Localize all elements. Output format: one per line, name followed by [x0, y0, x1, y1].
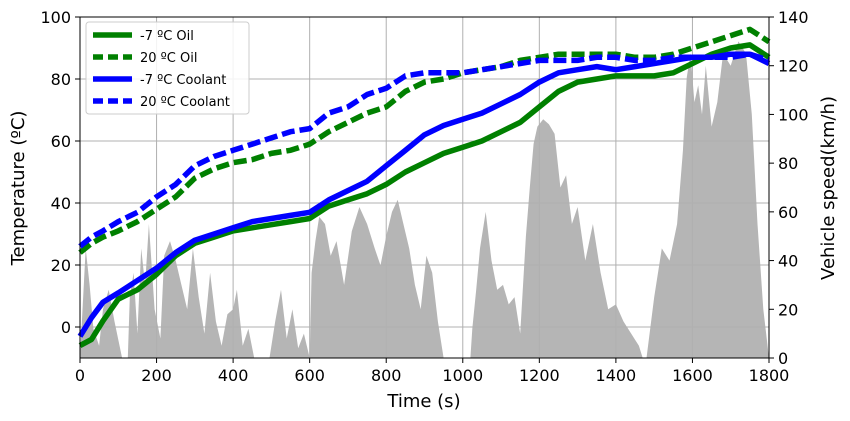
y2-axis-ticks: 0 20 40 60 80 100 120 140 — [769, 8, 809, 368]
x-axis-title: Time (s) — [386, 391, 460, 412]
series-line-3 — [78, 51, 770, 249]
y2-tick-label: 140 — [778, 8, 809, 27]
y-tick-label: 40 — [51, 194, 71, 213]
x-tick-label: 1400 — [596, 366, 637, 385]
y-tick-label: 0 — [61, 318, 71, 337]
y2-tick-label: 100 — [778, 105, 809, 124]
legend-label-1: 20 ºC Oil — [140, 51, 197, 66]
y2-tick-label: 60 — [778, 203, 798, 222]
legend-label-0: -7 ºC Oil — [140, 29, 194, 44]
legend-label-3: 20 ºC Coolant — [140, 95, 230, 110]
x-tick-label: 800 — [371, 366, 402, 385]
vehicle-speed-fill — [80, 41, 769, 359]
y2-tick-label: 80 — [778, 154, 798, 173]
legend-box — [85, 21, 250, 115]
y-tick-label: 100 — [40, 8, 71, 27]
y-axis-ticks: 0 20 40 60 80 100 — [40, 8, 80, 337]
y-tick-label: 20 — [51, 256, 71, 275]
x-tick-label: 400 — [218, 366, 249, 385]
x-tick-label: 1600 — [672, 366, 713, 385]
x-tick-label: 1000 — [442, 366, 483, 385]
y-tick-label: 80 — [51, 70, 71, 89]
series-line-2 — [77, 51, 771, 338]
x-tick-label: 600 — [294, 366, 325, 385]
x-tick-label: 1200 — [519, 366, 560, 385]
y2-tick-label: 40 — [778, 252, 798, 271]
y2-tick-label: 20 — [778, 300, 798, 319]
plot-frame — [79, 16, 770, 359]
legend: -7 ºC Oil 20 ºC Oil -7 ºC Coolant 20 ºC Coo… — [85, 21, 250, 115]
x-tick-label: 0 — [75, 366, 85, 385]
x-tick-label: 200 — [141, 366, 172, 385]
y-tick-label: 60 — [51, 132, 71, 151]
temperature-series — [77, 26, 771, 349]
y2-tick-label: 0 — [778, 349, 788, 368]
vehicle-speed-area — [80, 41, 769, 359]
series-line-1 — [78, 26, 771, 255]
y-axis-title: Temperature (ºC) — [8, 111, 29, 267]
y2-tick-label: 120 — [778, 57, 809, 76]
legend-label-2: -7 ºC Coolant — [140, 73, 226, 88]
x-tick-label: 1800 — [749, 366, 790, 385]
x-axis-ticks: 0 200 400 600 800 1000 1200 1400 1600 1800 — [75, 358, 789, 385]
y2-axis-title: Vehicle speed(km/h) — [818, 96, 839, 280]
